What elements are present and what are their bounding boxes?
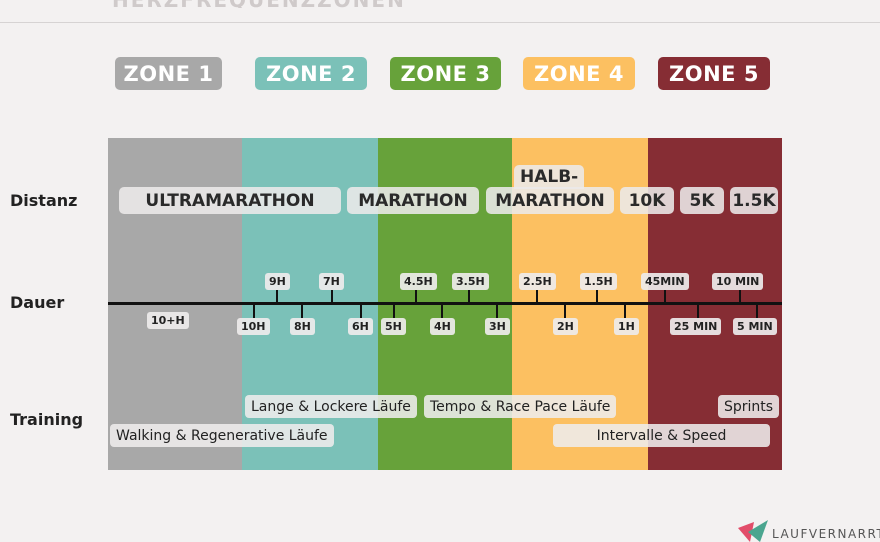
duration-label-1-5h: 1.5H [580,273,617,290]
tick-8h [301,304,303,318]
duration-label-45min: 45MIN [641,273,689,290]
tick-10min [739,290,741,303]
duration-axis [108,302,782,305]
duration-label-4h: 4H [430,318,455,335]
tick-1h [624,304,626,318]
tick-2h [564,304,566,318]
row-label-distance: Distanz [10,191,78,210]
page-title: HERZFREQUENZZONEN [112,0,406,8]
row-label-training: Training [10,410,84,429]
duration-label-4-5h: 4.5H [400,273,437,290]
duration-label-7h: 7H [319,273,344,290]
duration-label-9h: 9H [265,273,290,290]
distance-ultramarathon: ULTRAMARATHON [119,187,341,214]
zone-3-label: ZONE 3 [390,57,501,90]
training-long-easy-runs: Lange & Lockere Läufe [245,395,417,418]
duration-label-10plus-h: 10+H [147,312,189,329]
duration-label-3-5h: 3.5H [452,273,489,290]
zone-2-label: ZONE 2 [255,57,367,90]
duration-label-2-5h: 2.5H [519,273,556,290]
duration-label-10h: 10H [237,318,270,335]
logo-green-triangle [748,520,768,542]
tick-7h [331,290,333,303]
distance-half-marathon-top: HALB- [514,165,585,189]
tick-6h [360,304,362,318]
distance-5k: 5K [680,187,724,214]
tick-10h [253,304,255,318]
duration-label-25min: 25 MIN [670,318,722,335]
distance-1-5k: 1.5K [730,187,778,214]
zone-4-label: ZONE 4 [523,57,635,90]
tick-45min [664,290,666,303]
row-label-duration: Dauer [10,293,65,312]
duration-label-5h: 5H [381,318,406,335]
training-sprints: Sprints [718,395,780,418]
tick-3-5h [468,290,470,303]
tick-4-5h [415,290,417,303]
duration-label-6h: 6H [348,318,373,335]
distance-half-marathon: MARATHON [486,187,614,214]
brand-logo-icon [738,520,768,542]
duration-label-5min: 5 MIN [733,318,777,335]
distance-marathon: MARATHON [347,187,479,214]
distance-10k: 10K [620,187,674,214]
duration-label-3h: 3H [485,318,510,335]
training-intervals-speed: Intervalle & Speed [553,424,770,447]
duration-label-1h: 1H [614,318,639,335]
tick-1-5h [596,290,598,303]
tick-4h [441,304,443,318]
tick-5min [756,304,758,318]
duration-label-2h: 2H [553,318,578,335]
top-divider: HERZFREQUENZZONEN [0,0,880,23]
zone-1-label: ZONE 1 [115,57,222,90]
logo-pink-triangle [738,522,754,542]
zone-5-label: ZONE 5 [658,57,770,90]
tick-5h [393,304,395,318]
tick-2-5h [536,290,538,303]
duration-label-10min: 10 MIN [712,273,764,290]
duration-label-8h: 8H [290,318,315,335]
tick-25min [697,304,699,318]
tick-3h [496,304,498,318]
tick-9h [276,290,278,303]
brand-name: LAUFVERNARRT [772,527,880,541]
training-tempo-race-pace: Tempo & Race Pace Läufe [424,395,617,418]
training-walking-recovery: Walking & Regenerative Läufe [110,424,334,447]
